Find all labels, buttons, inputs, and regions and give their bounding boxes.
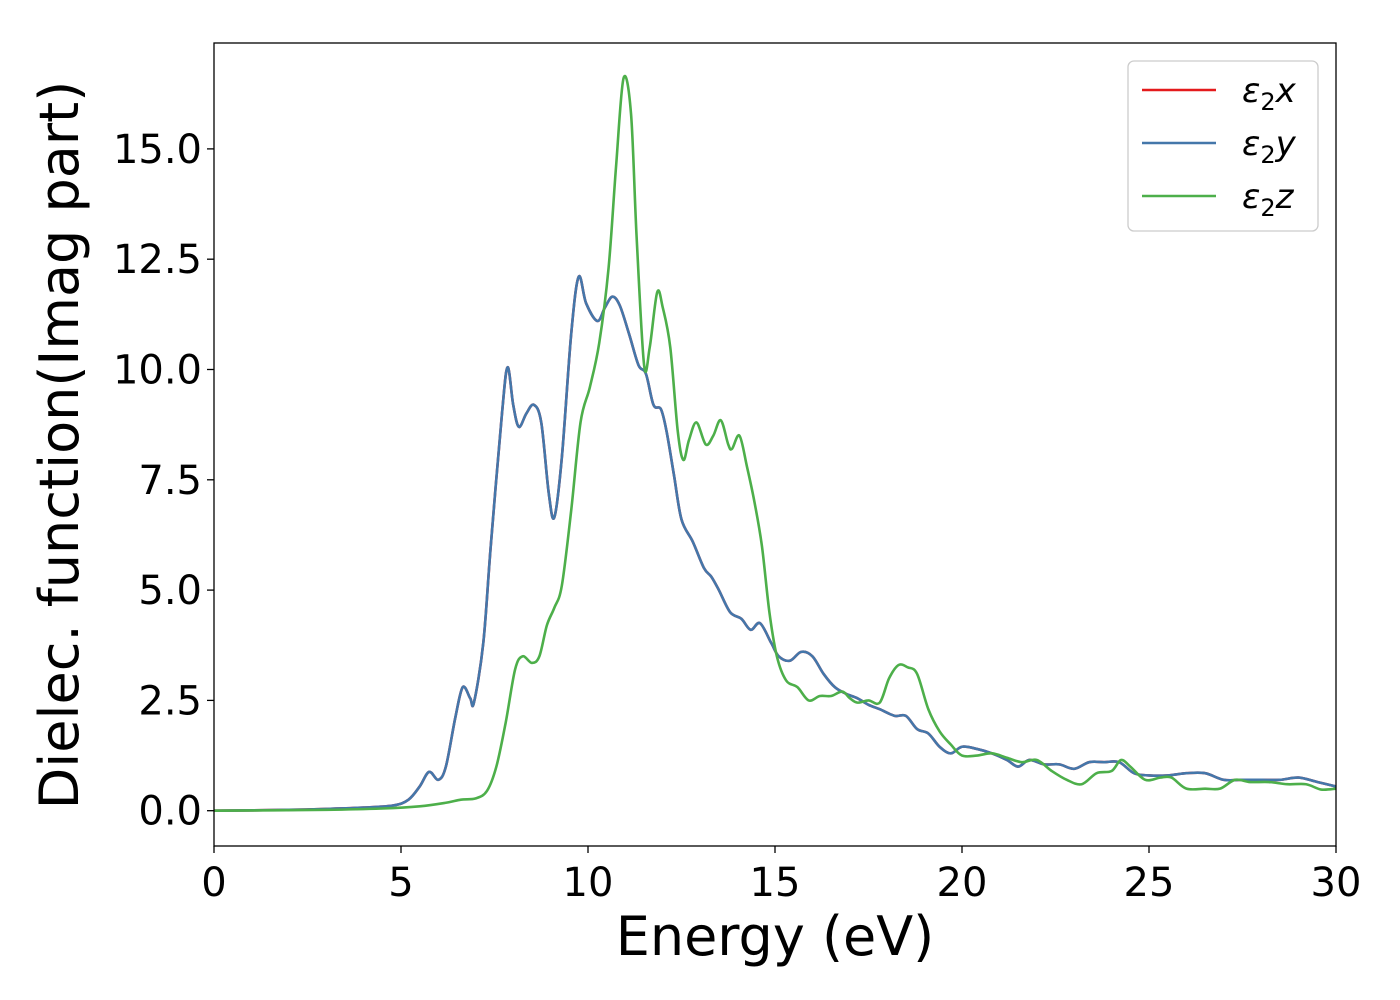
y-tick-label: 7.5 bbox=[138, 458, 202, 504]
y-axis: 0.0 2.5 5.0 7.5 10.0 12.5 15.0 bbox=[113, 127, 214, 835]
y-tick-label: 12.5 bbox=[113, 237, 202, 283]
x-tick-label: 0 bbox=[201, 860, 226, 906]
x-tick-label: 20 bbox=[937, 860, 988, 906]
series-line-y bbox=[214, 274, 1336, 812]
legend-box bbox=[1127, 60, 1319, 232]
y-tick-label: 5.0 bbox=[138, 568, 202, 614]
y-tick-label: 15.0 bbox=[113, 127, 202, 173]
x-tick-label: 30 bbox=[1311, 860, 1362, 906]
x-tick-label: 15 bbox=[750, 860, 801, 906]
y-axis-label: Dielec. function(Imag part) bbox=[28, 81, 91, 810]
legend-variable: z bbox=[1275, 177, 1295, 217]
y-tick-label: 2.5 bbox=[138, 678, 202, 724]
legend-label-x: ε2x bbox=[1242, 71, 1297, 116]
legend-symbol: ε bbox=[1242, 71, 1260, 111]
legend-symbol: ε bbox=[1242, 124, 1260, 164]
x-axis-label: Energy (eV) bbox=[616, 905, 935, 968]
legend-subscript: 2 bbox=[1260, 141, 1275, 169]
legend-label-z: ε2z bbox=[1242, 177, 1295, 222]
legend-subscript: 2 bbox=[1260, 88, 1275, 116]
legend-subscript: 2 bbox=[1260, 194, 1275, 222]
legend-label-y: ε2y bbox=[1242, 124, 1297, 169]
x-tick-label: 5 bbox=[388, 860, 413, 906]
x-tick-label: 25 bbox=[1124, 860, 1175, 906]
series-layer bbox=[214, 74, 1336, 812]
legend-symbol: ε bbox=[1242, 177, 1260, 217]
x-axis: 0 5 10 15 20 25 30 bbox=[201, 846, 1361, 906]
legend-variable: y bbox=[1275, 124, 1297, 164]
series-line-z bbox=[214, 74, 1336, 812]
y-tick-label: 10.0 bbox=[113, 347, 202, 393]
series-line-x bbox=[214, 274, 1336, 812]
x-tick-label: 10 bbox=[563, 860, 614, 906]
y-tick-label: 0.0 bbox=[138, 789, 202, 835]
legend-variable: x bbox=[1275, 71, 1297, 111]
